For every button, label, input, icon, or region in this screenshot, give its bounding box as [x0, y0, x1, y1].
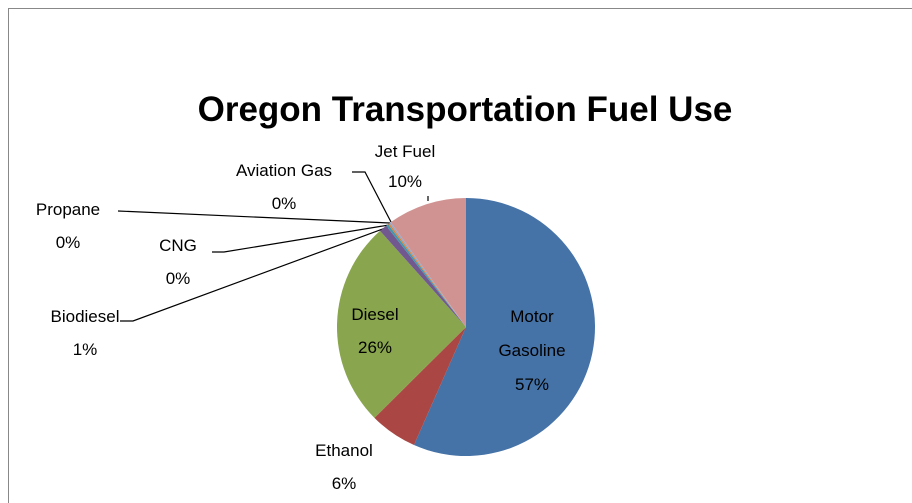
value-label: 1%	[72, 340, 98, 359]
chart-border	[8, 8, 912, 503]
leader-lines	[117, 171, 429, 322]
category-label: Propane	[35, 200, 101, 219]
leader-line	[120, 226, 389, 322]
slice-label: Propane 0%	[18, 193, 118, 259]
category-label: CNG	[159, 236, 197, 255]
category-label: Diesel	[351, 305, 399, 324]
pie-slice	[374, 327, 466, 446]
pie	[337, 198, 595, 457]
leader-line	[117, 210, 391, 224]
value-label: 6%	[331, 474, 357, 493]
slice-label: Jet Fuel 10%	[355, 137, 455, 197]
pie-slice	[389, 222, 466, 327]
value-label: 57%	[514, 375, 550, 394]
slice-label: Ethanol 6%	[284, 434, 404, 500]
category-label: Aviation Gas	[235, 161, 333, 180]
value-label: 0%	[165, 269, 191, 288]
pie-slice	[388, 223, 466, 327]
category-label: Motor Gasoline	[498, 307, 566, 360]
category-label: Ethanol	[315, 441, 373, 460]
pie-slice	[379, 225, 466, 327]
slice-label: Biodiesel 1%	[25, 300, 145, 366]
value-label: 0%	[271, 194, 297, 213]
value-label: 10%	[387, 172, 423, 191]
slice-label: Diesel 26%	[330, 298, 420, 364]
leader-line	[352, 171, 392, 223]
slice-label: Aviation Gas 0%	[214, 154, 354, 220]
leader-line	[212, 224, 390, 253]
pie-slice	[390, 198, 466, 327]
pie-slice	[337, 230, 466, 418]
value-label: 0%	[55, 233, 81, 252]
pie-slice	[413, 198, 595, 457]
pie-slice	[386, 224, 466, 327]
category-label: Biodiesel	[50, 307, 120, 326]
category-label: Jet Fuel	[374, 142, 436, 161]
chart-title: Oregon Transportation Fuel Use	[197, 90, 733, 129]
value-label: 26%	[357, 338, 393, 357]
slice-label: Motor Gasoline 57%	[487, 300, 577, 402]
slice-label: CNG 0%	[138, 229, 218, 295]
